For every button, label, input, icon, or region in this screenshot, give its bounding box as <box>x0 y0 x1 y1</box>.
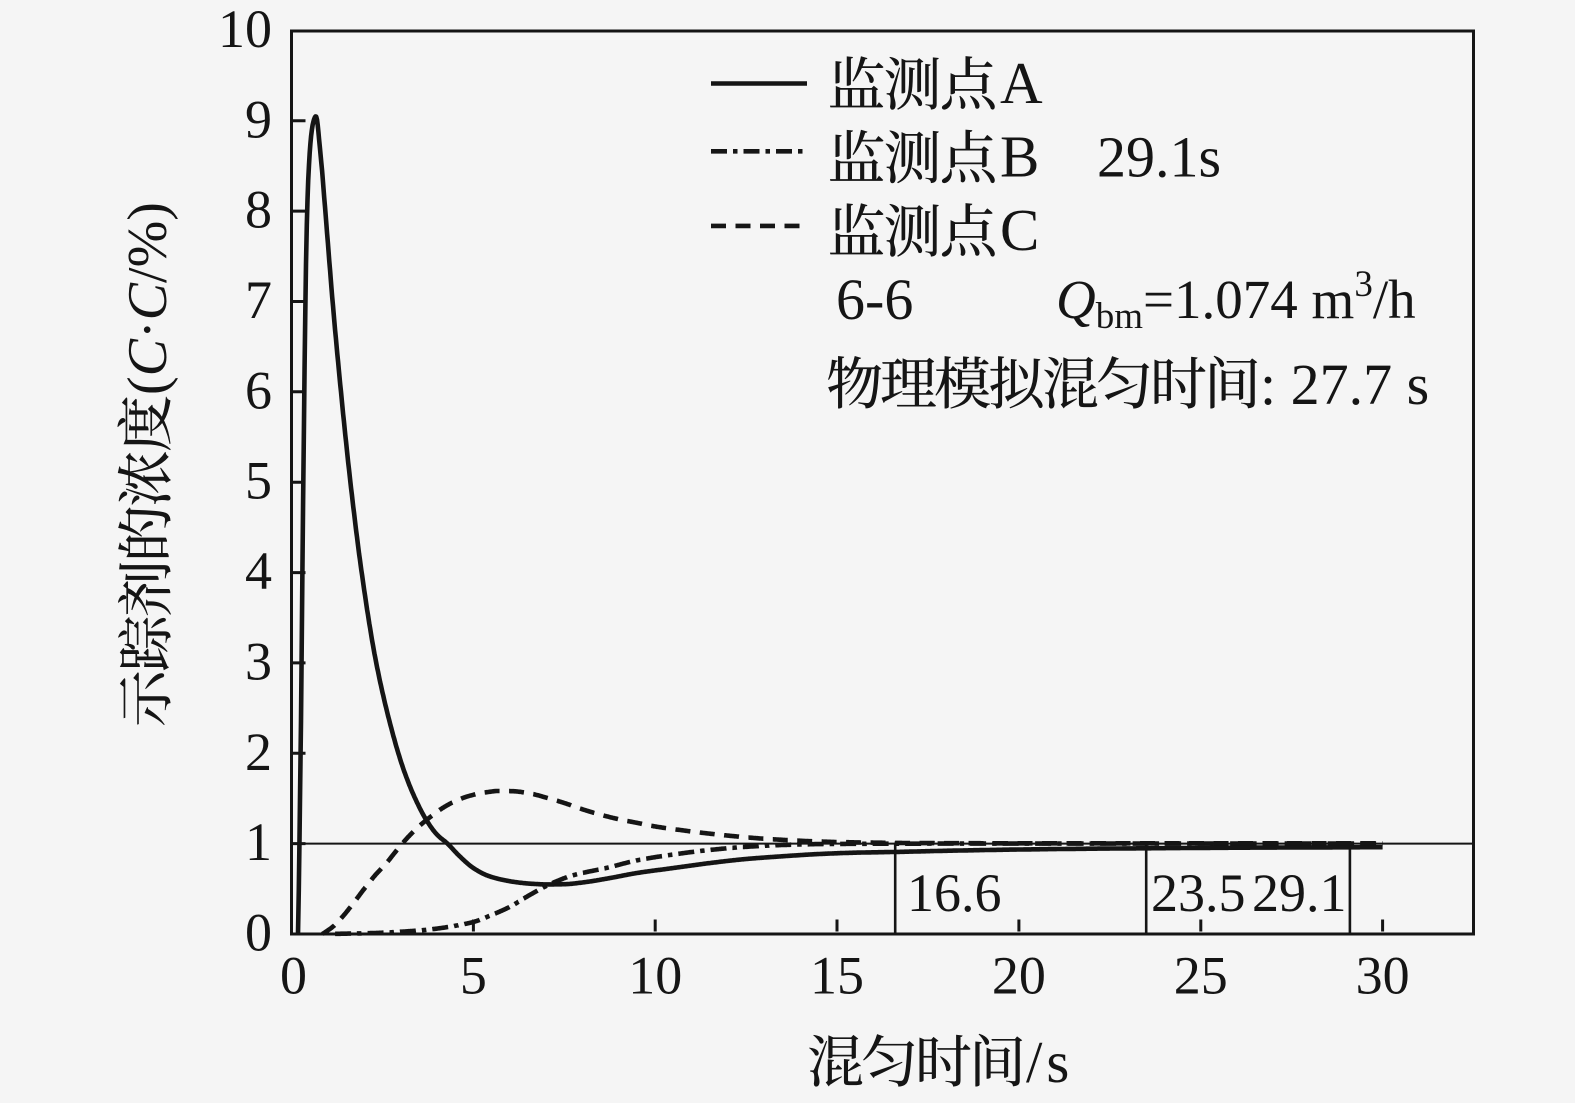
svg-text:8: 8 <box>245 180 272 240</box>
svg-text:(C·C/%): (C·C/%) <box>117 202 179 395</box>
svg-text:10: 10 <box>628 946 682 1006</box>
svg-text:: 27.7 s: : 27.7 s <box>1260 352 1429 417</box>
svg-text:5: 5 <box>460 946 487 1006</box>
svg-text:5: 5 <box>245 451 272 511</box>
svg-text:4: 4 <box>245 541 272 601</box>
svg-text:0: 0 <box>280 946 307 1006</box>
svg-text:29.1: 29.1 <box>1252 863 1347 923</box>
svg-text:A: A <box>1000 50 1043 116</box>
svg-text:6-6: 6-6 <box>836 267 913 332</box>
svg-text:B: B <box>1000 124 1039 190</box>
svg-text:6: 6 <box>245 360 272 420</box>
svg-text:9: 9 <box>245 89 272 149</box>
svg-text:/s: /s <box>1026 1029 1069 1095</box>
svg-text:0: 0 <box>245 903 272 963</box>
svg-text:16.6: 16.6 <box>907 863 1002 923</box>
svg-text:23.5: 23.5 <box>1151 863 1246 923</box>
svg-text:1: 1 <box>245 812 272 872</box>
svg-text:10: 10 <box>218 0 272 59</box>
svg-text:29.1s: 29.1s <box>1097 125 1221 190</box>
svg-text:25: 25 <box>1174 946 1228 1006</box>
svg-text:20: 20 <box>992 946 1046 1006</box>
svg-text:2: 2 <box>245 722 272 782</box>
svg-text:30: 30 <box>1356 946 1410 1006</box>
svg-text:7: 7 <box>245 270 272 330</box>
svg-text:3: 3 <box>245 631 272 691</box>
svg-text:15: 15 <box>810 946 864 1006</box>
svg-text:Qbm=1.074 m3/h: Qbm=1.074 m3/h <box>1056 264 1416 337</box>
svg-text:C: C <box>1000 197 1039 263</box>
